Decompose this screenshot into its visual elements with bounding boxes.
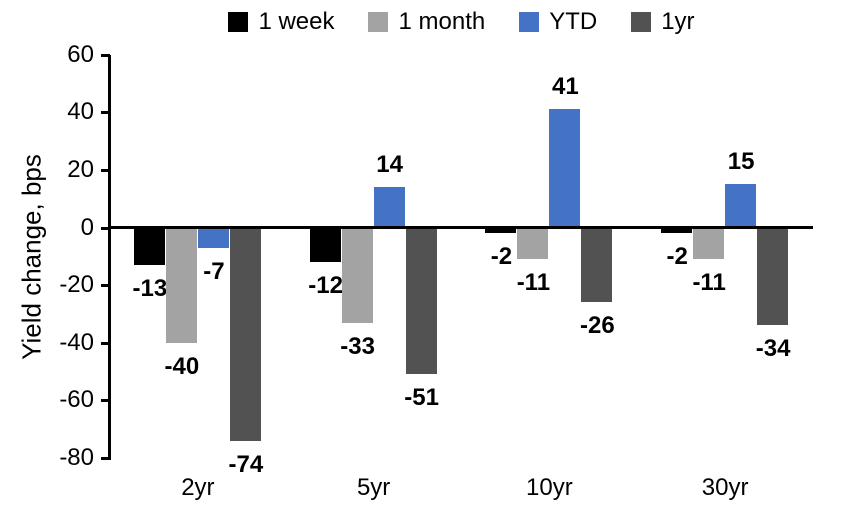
bar	[757, 227, 789, 326]
legend-item: YTD	[519, 8, 597, 36]
y-axis-line	[108, 54, 111, 460]
x-axis-category-label: 10yr	[526, 474, 573, 501]
legend-item: 1yr	[631, 8, 695, 36]
bar	[165, 227, 197, 343]
bar	[725, 184, 757, 228]
y-axis-tick-label: -60	[59, 386, 94, 414]
chart-legend: 1 week 1 month YTD 1yr	[110, 8, 813, 36]
y-axis-tick-mark	[101, 284, 110, 288]
bar-value-label: -2	[490, 243, 513, 271]
x-axis-category-label: 30yr	[701, 474, 749, 501]
legend-item-label: 1 week	[258, 8, 335, 35]
legend-item-label: 1 month	[398, 8, 486, 35]
legend-item-label: YTD	[549, 8, 598, 35]
bar-value-label: -34	[755, 335, 791, 363]
y-axis-tick-label: -40	[59, 328, 94, 356]
bar-value-label: -13	[132, 274, 168, 302]
x-axis-zero-line	[108, 226, 813, 229]
legend-item: 1 month	[368, 8, 485, 36]
bar-value-label: -51	[404, 384, 439, 412]
bar-value-label: -40	[164, 352, 200, 380]
y-axis-tick-mark	[101, 456, 110, 460]
bar	[229, 227, 261, 441]
bar	[373, 187, 405, 228]
bar-value-label: 41	[552, 73, 579, 101]
bar	[693, 227, 725, 260]
bar	[133, 227, 165, 265]
y-axis-tick-label: -80	[59, 443, 94, 471]
legend-marker-swatch	[519, 12, 540, 32]
bar-value-label: -12	[308, 272, 343, 300]
y-axis-tick-mark	[101, 111, 110, 115]
bar	[581, 227, 613, 303]
bar-value-label: 14	[376, 151, 403, 179]
bar	[197, 227, 229, 248]
legend-marker-swatch	[368, 12, 389, 32]
bar-value-label: -11	[692, 269, 726, 297]
bar-value-label: -26	[580, 312, 615, 340]
bar	[549, 109, 581, 228]
x-axis-category-label: 5yr	[356, 474, 391, 501]
bar	[517, 227, 549, 260]
y-axis-tick-label: -20	[59, 271, 94, 299]
bar	[309, 227, 341, 263]
bar	[485, 227, 517, 234]
y-axis-tick-mark	[101, 341, 110, 345]
y-axis-tick-mark	[101, 226, 110, 230]
x-axis-category-label: 2yr	[181, 474, 215, 501]
bar	[661, 227, 693, 234]
bar-value-label: -74	[228, 450, 264, 478]
bar-value-label: 15	[727, 148, 755, 176]
y-axis-tick-label: 20	[67, 155, 94, 183]
legend-marker-swatch	[228, 12, 249, 32]
legend-marker-swatch	[631, 12, 652, 32]
bar-value-label: -2	[666, 243, 688, 271]
y-axis-tick-mark	[101, 168, 110, 172]
bar-value-label: -7	[203, 257, 225, 285]
y-axis-tick-label: 60	[67, 40, 94, 68]
bar-value-label: -33	[340, 332, 375, 360]
y-axis-tick-label: 0	[80, 213, 94, 241]
bar-value-label: -11	[516, 269, 551, 297]
bar	[341, 227, 373, 323]
legend-item: 1 week	[228, 8, 334, 36]
y-axis-tick-label: 40	[67, 98, 94, 126]
bar	[405, 227, 437, 375]
y-axis-tick-mark	[101, 53, 110, 57]
legend-item-label: 1yr	[661, 8, 695, 35]
y-axis-tick-mark	[101, 399, 110, 403]
